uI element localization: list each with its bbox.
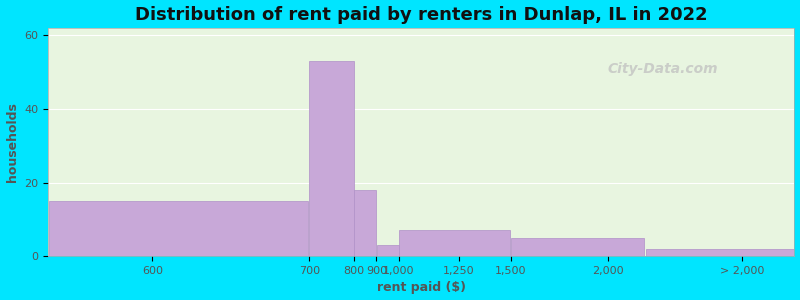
Bar xyxy=(50,201,308,256)
Bar xyxy=(511,238,645,256)
X-axis label: rent paid ($): rent paid ($) xyxy=(377,281,466,294)
Bar xyxy=(646,249,794,256)
Title: Distribution of rent paid by renters in Dunlap, IL in 2022: Distribution of rent paid by renters in … xyxy=(135,6,707,24)
Bar xyxy=(310,61,354,256)
Bar xyxy=(399,230,510,256)
Bar xyxy=(377,245,398,256)
Bar xyxy=(354,190,376,256)
Y-axis label: households: households xyxy=(6,102,18,182)
Text: City-Data.com: City-Data.com xyxy=(608,62,718,76)
